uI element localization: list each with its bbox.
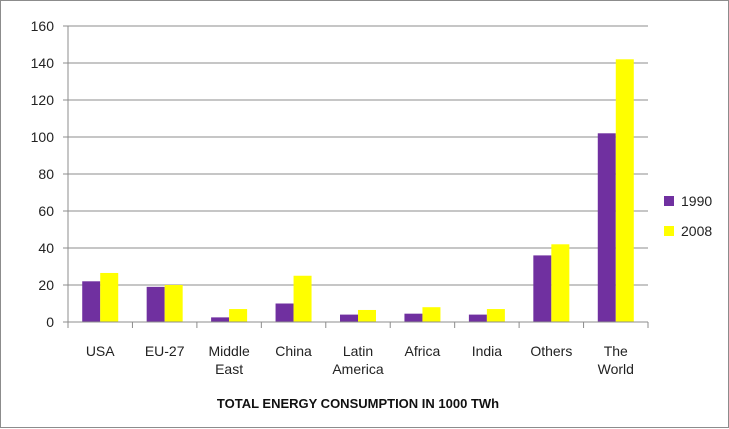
bar-2008 — [422, 307, 441, 322]
x-axis-title: TOTAL ENERGY CONSUMPTION IN 1000 TWh — [217, 396, 499, 411]
y-tick-label: 140 — [31, 55, 55, 71]
bar-1990 — [597, 133, 616, 322]
y-axis-ticks: 0 20 40 60 80 100 120 140 160 — [31, 18, 68, 330]
x-category-label: The World — [598, 343, 634, 377]
bars — [82, 59, 634, 323]
y-tick-label: 0 — [46, 314, 54, 330]
x-category-label: Latin America — [332, 343, 384, 377]
legend-label: 2008 — [681, 223, 712, 239]
bar-1990 — [468, 314, 487, 322]
x-axis-categories: USA EU-27 Middle East China Latin America Afric… — [86, 343, 634, 377]
y-tick-label: 100 — [31, 129, 55, 145]
gridlines — [68, 25, 648, 286]
x-category-label: EU-27 — [145, 343, 185, 359]
y-tick-label: 80 — [38, 166, 54, 182]
x-category-label: USA — [86, 343, 115, 359]
bar-2008 — [229, 309, 248, 322]
bar-2008 — [551, 244, 570, 322]
bar-2008 — [100, 272, 119, 322]
bar-1990 — [340, 314, 358, 322]
y-tick-label: 120 — [31, 92, 55, 108]
bar-1990 — [82, 281, 101, 322]
axes — [67, 26, 649, 328]
bar-1990 — [533, 255, 552, 322]
x-category-label: Others — [530, 343, 572, 359]
x-category-label: India — [472, 343, 503, 359]
legend-swatch-1990 — [664, 196, 674, 206]
y-tick-label: 60 — [38, 203, 54, 219]
x-category-label: China — [275, 343, 312, 359]
x-category-label: Africa — [405, 343, 441, 359]
y-tick-label: 160 — [31, 18, 55, 34]
legend-swatch-2008 — [664, 226, 674, 236]
bar-2008 — [164, 285, 183, 322]
bar-1990 — [211, 317, 230, 322]
y-tick-label: 20 — [38, 277, 54, 293]
bar-1990 — [275, 303, 294, 322]
y-tick-label: 40 — [38, 240, 54, 256]
bar-1990 — [404, 313, 423, 322]
bar-2008 — [293, 275, 312, 322]
bar-2008 — [615, 59, 634, 323]
legend-label: 1990 — [681, 193, 712, 209]
bar-1990 — [146, 286, 165, 322]
legend: 1990 2008 — [664, 193, 712, 239]
bar-2008 — [358, 309, 376, 322]
bar-2008 — [486, 309, 505, 322]
x-category-label: Middle East — [208, 343, 249, 377]
